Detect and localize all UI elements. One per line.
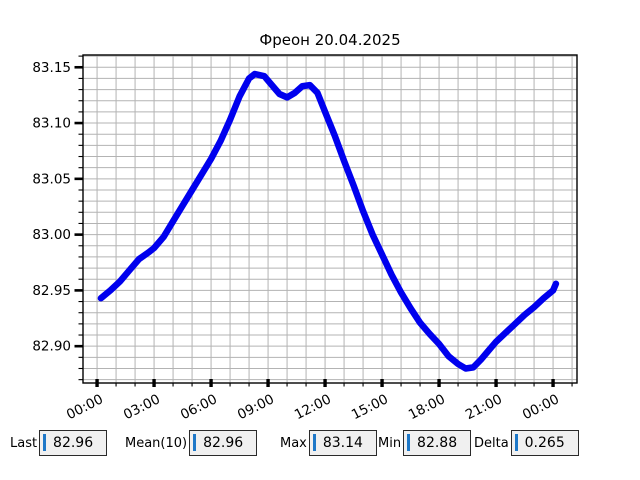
x-tick-label: 03:00 xyxy=(121,391,163,423)
x-tick-label: 15:00 xyxy=(349,391,391,423)
x-tick-label: 09:00 xyxy=(235,391,277,423)
stat-label-last: Last xyxy=(10,435,38,451)
stat-value-min: 82.88 xyxy=(417,435,458,451)
stat-field-last[interactable]: 82.96 xyxy=(39,430,108,456)
stat-field-min[interactable]: 82.88 xyxy=(403,430,472,456)
stat-value-last: 82.96 xyxy=(53,435,94,451)
plot-frame xyxy=(82,54,578,384)
text-cursor xyxy=(407,434,411,451)
y-tick-label: 83.05 xyxy=(32,171,71,187)
text-cursor xyxy=(193,434,197,451)
stat-label-min: Min xyxy=(378,435,402,451)
x-tick-label: 00:00 xyxy=(520,391,562,423)
stat-group-delta: Delta 0.265 xyxy=(474,429,579,457)
y-tick-label: 83.10 xyxy=(32,116,71,132)
y-tick-label: 83.15 xyxy=(32,60,71,76)
stat-field-mean[interactable]: 82.96 xyxy=(189,430,258,456)
y-tick-label: 82.90 xyxy=(32,339,71,355)
x-tick-label: 00:00 xyxy=(64,391,106,423)
line-chart: 00:00 03:00 06:00 09:00 12:00 15:00 18:00 21:00… xyxy=(32,54,578,423)
chart-title: Фреон 20.04.2025 xyxy=(259,31,401,49)
series-line xyxy=(97,70,560,372)
stats-row: Last 82.96 Mean(10) 82.96 Max 83.14 Min xyxy=(0,429,640,459)
stat-label-max: Max xyxy=(280,435,307,451)
stat-value-mean: 82.96 xyxy=(203,435,244,451)
stat-group-min: Min 82.88 xyxy=(378,429,472,457)
stat-label-delta: Delta xyxy=(474,435,509,451)
x-tick-label: 12:00 xyxy=(292,391,334,423)
x-tick-label: 06:00 xyxy=(178,391,220,423)
stat-group-mean: Mean(10) 82.96 xyxy=(125,429,258,457)
y-tick-label: 83.00 xyxy=(32,227,71,243)
stat-group-last: Last 82.96 xyxy=(10,429,108,457)
text-cursor xyxy=(514,434,518,451)
stat-group-max: Max 83.14 xyxy=(280,429,377,457)
stat-field-delta[interactable]: 0.265 xyxy=(510,430,579,456)
x-tick-label: 21:00 xyxy=(463,391,505,423)
stat-value-max: 83.14 xyxy=(322,435,363,451)
y-tick-label: 82.95 xyxy=(32,283,71,299)
x-tick-label: 18:00 xyxy=(406,391,448,423)
stat-label-mean: Mean(10) xyxy=(125,435,188,451)
stat-value-delta: 0.265 xyxy=(524,435,565,451)
stat-field-max[interactable]: 83.14 xyxy=(308,430,377,456)
text-cursor xyxy=(312,434,316,451)
text-cursor xyxy=(43,434,47,451)
